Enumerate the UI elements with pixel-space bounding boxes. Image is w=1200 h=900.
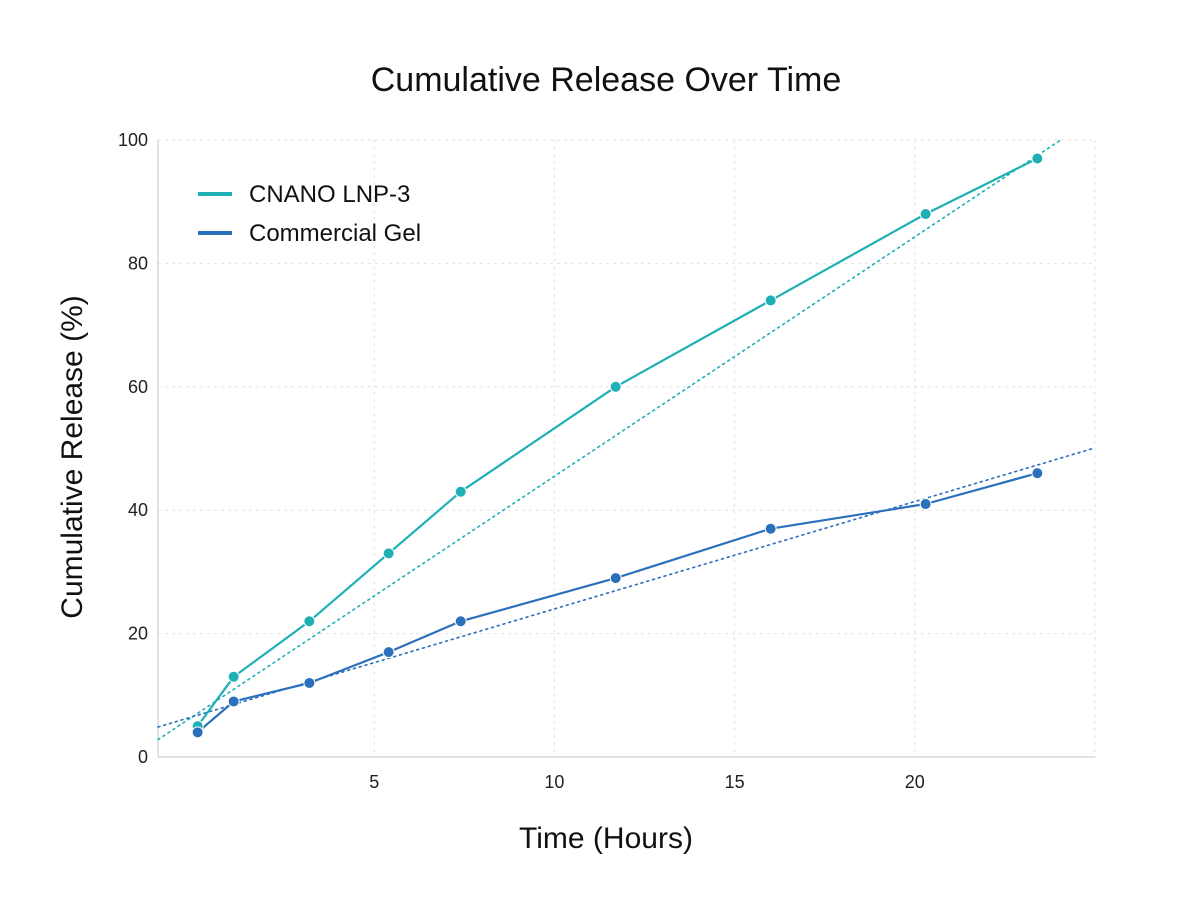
axes: 0 20 40 60 80 100 5 10 15 20 (118, 130, 1095, 792)
x-tick-label: 5 (369, 772, 379, 792)
grid (158, 139, 1096, 757)
y-tick-label: 40 (128, 500, 148, 520)
data-points (191, 152, 1044, 739)
legend: CNANO LNP-3 Commercial Gel (198, 181, 421, 247)
data-point (303, 676, 316, 689)
data-point (919, 208, 932, 221)
x-tick-label: 10 (544, 772, 564, 792)
y-tick-label: 0 (138, 747, 148, 767)
x-tick-label: 15 (725, 772, 745, 792)
data-point (454, 615, 467, 628)
y-tick-label: 80 (128, 253, 148, 273)
legend-label: CNANO LNP-3 (249, 181, 410, 208)
data-point (919, 498, 932, 511)
data-point (382, 547, 395, 560)
data-point (609, 380, 622, 393)
data-point (764, 294, 777, 307)
data-point (227, 670, 240, 683)
data-point (764, 522, 777, 535)
data-point (303, 615, 316, 628)
x-axis-label: Time (Hours) (519, 822, 693, 855)
y-tick-label: 20 (128, 624, 148, 644)
data-point (382, 646, 395, 659)
data-point (454, 485, 467, 498)
data-point (227, 695, 240, 708)
series-line-1 (196, 472, 1038, 734)
y-tick-label: 60 (128, 377, 148, 397)
chart-title: Cumulative Release Over Time (371, 61, 842, 99)
y-axis-label: Cumulative Release (%) (56, 295, 89, 618)
x-tick-label: 20 (905, 772, 925, 792)
data-point (191, 726, 204, 739)
legend-label: Commercial Gel (249, 220, 421, 247)
data-point (609, 572, 622, 585)
data-point (1031, 152, 1044, 165)
y-tick-label: 100 (118, 130, 148, 150)
data-point (1031, 467, 1044, 480)
trendline-series-0 (157, 139, 1062, 741)
